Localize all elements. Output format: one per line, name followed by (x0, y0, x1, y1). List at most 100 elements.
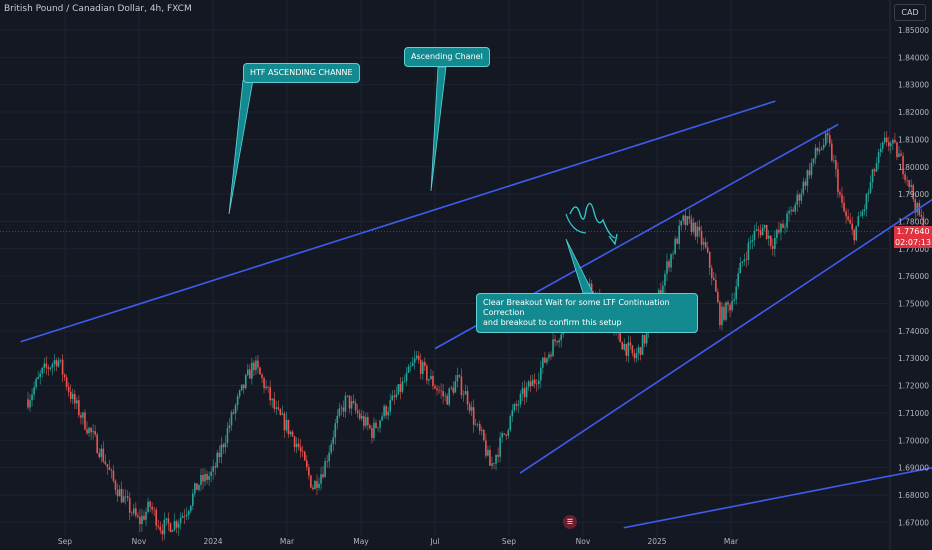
candle-body (468, 404, 471, 411)
candle-body (731, 300, 733, 311)
candle-body (462, 394, 465, 396)
candle-body (389, 400, 392, 412)
candle-body (175, 521, 178, 528)
candle-body (244, 374, 247, 389)
candle-body (365, 417, 367, 426)
y-tick-label: 1.67000 (898, 518, 929, 527)
candle-body (841, 194, 843, 203)
candle-body (287, 419, 290, 435)
candle-body (137, 515, 139, 517)
y-tick-label: 1.77000 (898, 245, 929, 254)
currency-button[interactable]: CAD (894, 4, 926, 21)
ascending-channel-callout[interactable]: Ascending Chanel (404, 47, 490, 67)
candle-body (181, 515, 184, 518)
candle-body (202, 474, 204, 482)
projection-scribble (569, 202, 616, 239)
candle-body (153, 509, 155, 511)
candle-body (859, 215, 862, 217)
candle-body (279, 409, 282, 415)
candle-body (495, 454, 497, 464)
candle-body (776, 229, 778, 238)
candle-body (743, 259, 746, 262)
candle-body (383, 406, 385, 417)
candle-body (139, 516, 141, 525)
candle-body (710, 267, 713, 279)
candle-body (147, 501, 149, 512)
candle-body (409, 366, 412, 367)
candle-body (533, 379, 536, 384)
candle-body (236, 396, 239, 406)
candle-body (824, 133, 827, 145)
candle-body (503, 433, 505, 435)
candle-body (487, 449, 489, 456)
candle-body (757, 229, 760, 231)
candle-body (204, 474, 206, 482)
candle-body (875, 162, 878, 172)
candle-body (222, 444, 225, 448)
candle-body (751, 239, 754, 242)
candle-body (299, 447, 302, 452)
breakout-callout[interactable]: Clear Breakout Wait for some LTF Continu… (476, 293, 698, 333)
candle-body (696, 226, 699, 237)
candle-body (920, 215, 923, 217)
candle-body (831, 143, 833, 161)
candle-body (157, 525, 160, 527)
candle-body (417, 355, 420, 361)
x-tick-label: Mar (280, 537, 295, 546)
candle-body (369, 425, 371, 429)
candle-body (765, 225, 768, 239)
candle-body (826, 133, 829, 136)
candle-body (43, 363, 46, 368)
candle-body (399, 384, 402, 392)
candle-body (281, 413, 284, 415)
candle-body (885, 137, 888, 143)
candle-body (318, 483, 320, 488)
candle-body (196, 483, 198, 490)
candle-body (749, 241, 752, 243)
candle-body (314, 480, 316, 490)
candle-body (717, 291, 719, 303)
candle-body (385, 406, 387, 416)
candle-body (853, 229, 856, 241)
candle-body (112, 470, 115, 481)
candle-body (780, 223, 782, 233)
candle-body (240, 384, 243, 391)
candle-body (407, 366, 410, 373)
candle-body (706, 247, 709, 253)
candles (27, 127, 925, 542)
candle-body (78, 400, 80, 416)
candle-body (185, 514, 188, 517)
candle-body (847, 216, 849, 220)
bar-countdown: 02:07:13 (895, 238, 931, 247)
breakout-callout-pointer (565, 238, 594, 294)
candle-body (242, 384, 245, 389)
candle-body (684, 215, 687, 225)
candle-body (179, 517, 182, 524)
candle-body (550, 354, 552, 357)
candle-body (629, 342, 632, 346)
candle-body (316, 480, 318, 488)
candle-body (232, 412, 235, 414)
candle-body (322, 474, 324, 478)
candle-body (812, 158, 815, 163)
candle-body (548, 354, 550, 358)
candle-body (161, 530, 164, 535)
candle-body (558, 340, 560, 343)
candle-body (499, 437, 501, 457)
candle-body (747, 242, 750, 260)
candle-body (481, 429, 483, 431)
candle-body (786, 213, 788, 228)
htf-channel-callout[interactable]: HTF ASCENDING CHANNE (243, 63, 360, 83)
y-tick-label: 1.84000 (898, 53, 929, 62)
candle-body (102, 448, 105, 462)
economic-event-icon[interactable]: ☰ (563, 515, 577, 529)
candle-body (902, 155, 904, 175)
candle-body (63, 374, 66, 378)
candle-body (542, 357, 544, 368)
candle-body (588, 283, 591, 287)
candle-body (124, 496, 127, 497)
candle-body (163, 519, 166, 535)
candle-body (367, 417, 369, 426)
